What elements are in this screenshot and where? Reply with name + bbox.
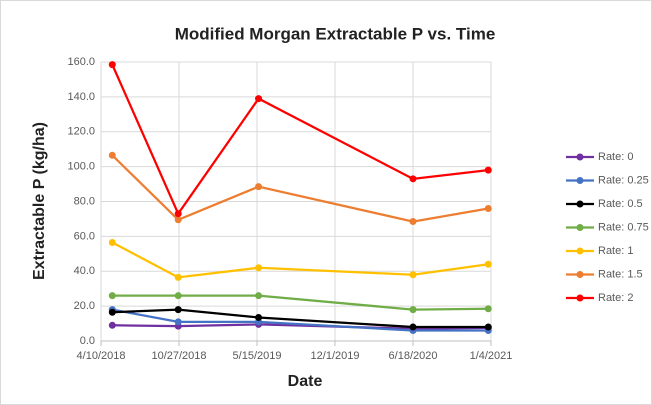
data-point [108, 292, 116, 300]
legend-label: Rate: 0 [598, 151, 633, 163]
y-tick-label: 100.0 [67, 161, 95, 173]
legend-marker [576, 177, 584, 184]
x-tick-label: 1/4/2021 [470, 350, 513, 362]
data-point [255, 95, 263, 103]
y-axis-title: Extractable P (kg/ha) [31, 122, 48, 280]
data-point [484, 323, 492, 331]
data-point [409, 218, 417, 226]
legend-label: Rate: 1.5 [598, 268, 643, 280]
data-point [484, 305, 492, 313]
legend-label: Rate: 1 [598, 245, 633, 257]
data-point [255, 313, 263, 321]
data-point [255, 292, 263, 300]
y-tick-label: 140.0 [67, 91, 95, 103]
data-point [108, 238, 116, 246]
data-point [108, 151, 116, 159]
data-point [409, 306, 417, 314]
data-point [108, 308, 116, 316]
data-point [174, 292, 182, 300]
x-tick-label: 12/1/2019 [311, 350, 360, 362]
legend-label: Rate: 0.75 [598, 221, 649, 233]
data-point [174, 273, 182, 281]
data-point [409, 271, 417, 279]
y-tick-label: 60.0 [74, 230, 95, 242]
legend-marker [576, 294, 584, 302]
legend-marker [576, 153, 584, 161]
data-point [174, 306, 182, 314]
legend-marker [576, 224, 584, 231]
x-tick-label: 10/27/2018 [151, 350, 206, 362]
y-tick-label: 120.0 [67, 126, 95, 138]
x-tick-label: 6/18/2020 [389, 350, 438, 362]
data-point [174, 318, 182, 326]
y-tick-label: 0.0 [80, 335, 95, 347]
data-point [174, 216, 182, 224]
legend-marker [576, 247, 584, 255]
data-point [108, 61, 116, 69]
y-tick-label: 40.0 [74, 265, 95, 277]
x-tick-label: 4/10/2018 [77, 350, 126, 362]
data-point [174, 210, 182, 218]
data-point [409, 323, 417, 331]
data-point [484, 260, 492, 268]
legend-label: Rate: 0.25 [598, 174, 649, 186]
data-point [484, 166, 492, 174]
data-point [255, 183, 263, 191]
y-tick-label: 20.0 [74, 300, 95, 312]
legend-marker [576, 271, 584, 278]
y-tick-label: 160.0 [67, 56, 95, 68]
data-point [409, 175, 417, 183]
y-tick-label: 80.0 [74, 195, 95, 207]
legend-marker [576, 200, 584, 208]
legend-label: Rate: 0.5 [598, 198, 643, 210]
data-point [255, 264, 263, 272]
data-point [484, 204, 492, 212]
legend-label: Rate: 2 [598, 292, 633, 304]
chart-title: Modified Morgan Extractable P vs. Time [175, 24, 496, 43]
x-tick-label: 5/15/2019 [233, 350, 282, 362]
data-point [108, 321, 116, 329]
x-axis-title: Date [288, 373, 323, 390]
